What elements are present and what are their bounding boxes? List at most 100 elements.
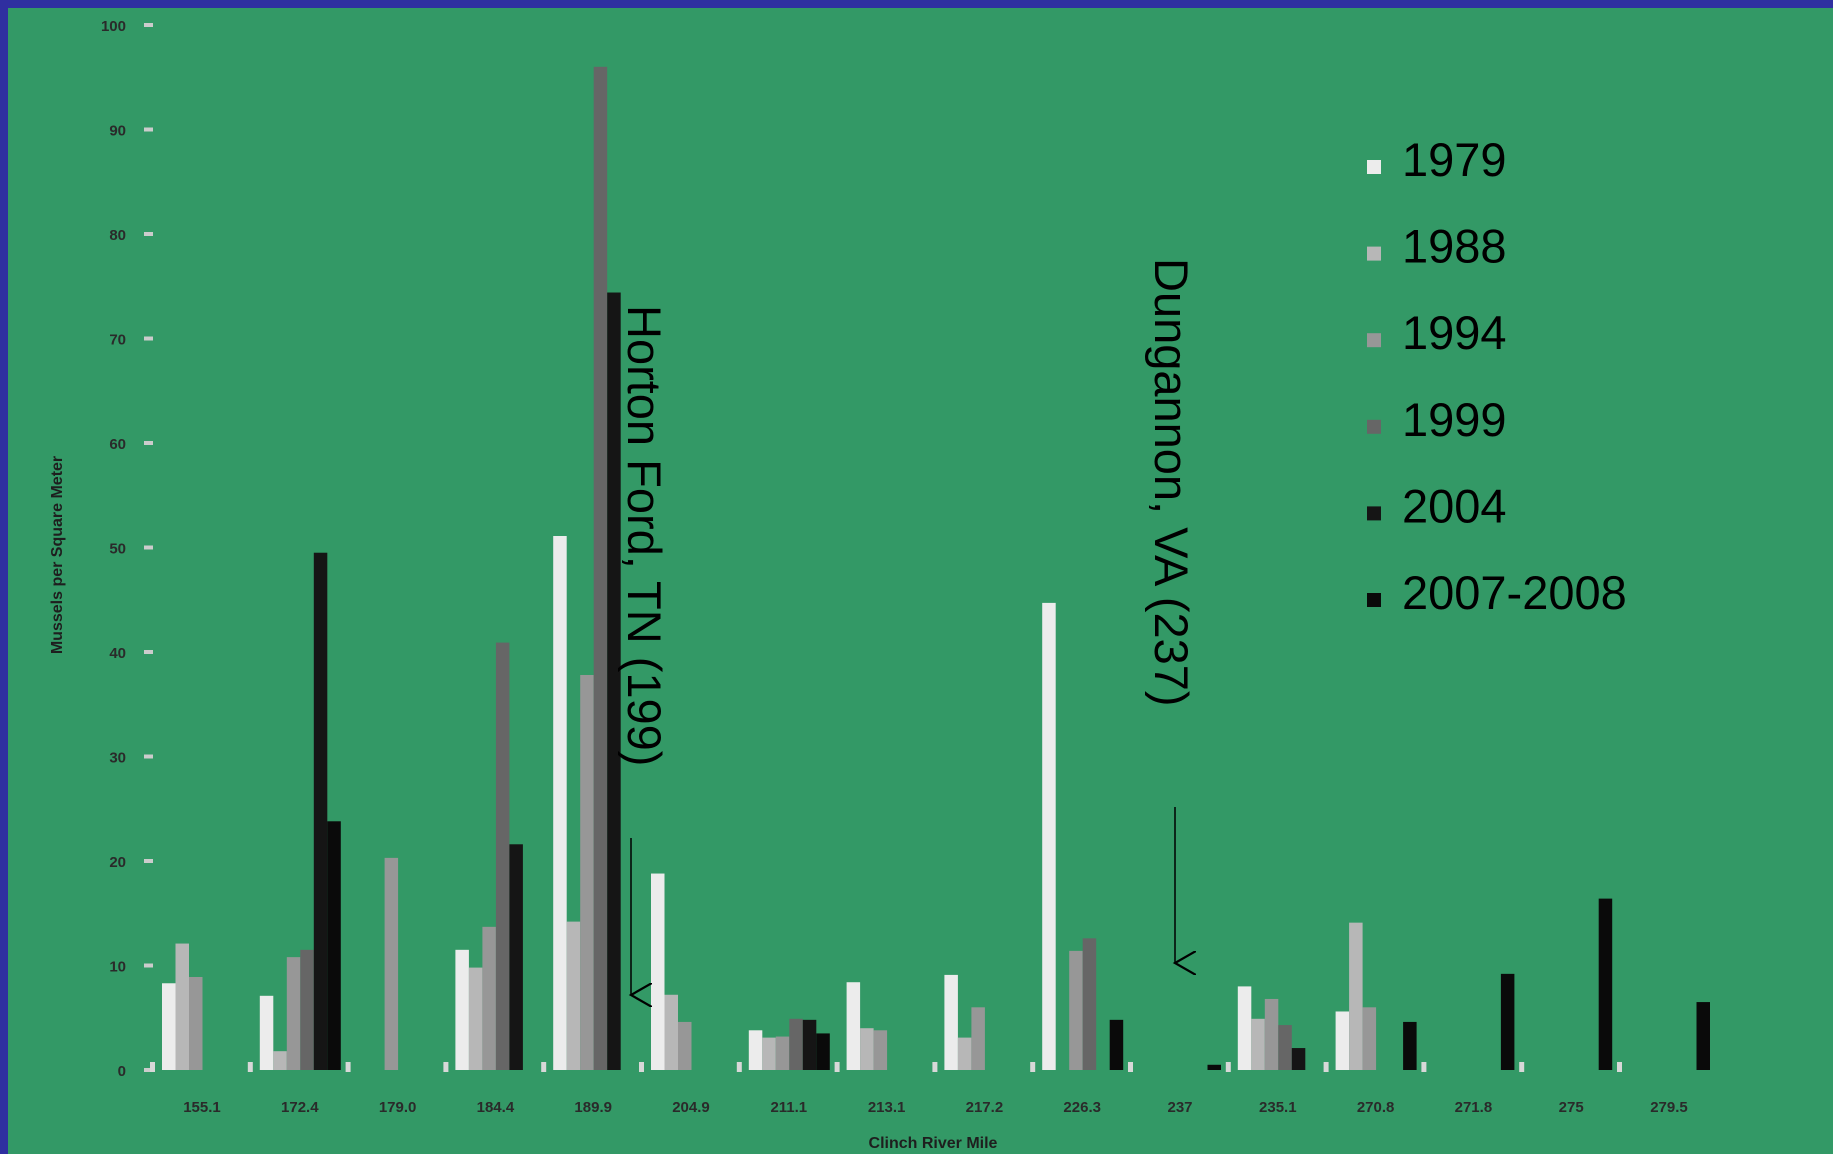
y-tick-mark [144,963,153,968]
bar-1979-235.1 [1237,986,1252,1070]
bar-1979-226.3 [1042,602,1056,1070]
group-baseline-marker [247,1062,253,1072]
bar-2004-235.1 [1291,1048,1306,1070]
x-tick-label: 226.3 [1063,1099,1101,1116]
group-baseline-marker [932,1062,938,1072]
x-tick-label: 271.8 [1455,1099,1493,1116]
bar-1979-213.1 [846,982,861,1070]
y-tick-mark [144,1068,153,1072]
bar-2004-211.1 [802,1019,817,1070]
bar-2007-2008-279.5 [1696,1002,1710,1070]
y-tick-mark [144,336,153,341]
x-tick-label: 275 [1559,1099,1584,1116]
bar-1999-184.4 [495,642,510,1070]
group-baseline-marker [443,1062,449,1072]
bar-1988-217.2 [957,1037,972,1070]
legend-label: 1979 [1402,133,1507,186]
legend-label: 2004 [1402,479,1507,532]
y-tick-label: 10 [109,959,126,976]
bar-1988-189.9 [566,921,581,1070]
bar-1979-217.2 [944,974,958,1070]
group-baseline-marker [736,1062,742,1072]
y-tick-label: 80 [109,227,126,244]
bar-1988-172.4 [273,1051,287,1070]
group-baseline-marker [1323,1062,1329,1072]
annotation-dungannon: Dungannon, VA (237) [1145,258,1198,707]
group-baseline-marker [541,1062,547,1072]
bar-1994-179.0 [384,857,399,1070]
bar-2004-172.4 [313,552,328,1070]
x-axis-title: Clinch River Mile [869,1135,998,1152]
y-tick-mark [144,232,153,236]
x-tick-label: 211.1 [770,1099,807,1116]
y-tick-label: 30 [109,750,126,767]
group-baseline-marker [1030,1062,1036,1072]
bar-1988-235.1 [1251,1018,1265,1070]
annotation-horton-ford: Horton Ford, TN (199) [618,305,671,766]
group-baseline-marker [345,1062,351,1072]
bar-1994-211.1 [775,1036,790,1070]
x-tick-label: 235.1 [1259,1099,1297,1116]
bar-1979-155.1 [162,983,176,1070]
bar-1979-270.8 [1335,1011,1350,1070]
bar-1999-211.1 [789,1018,803,1070]
bar-2007-2008-211.1 [816,1033,830,1070]
legend-label: 1999 [1402,393,1507,446]
x-tick-label: 155.1 [183,1099,221,1116]
x-tick-label: 184.4 [477,1099,515,1116]
y-tick-label: 90 [109,123,126,140]
bar-1999-172.4 [300,949,314,1070]
bar-2007-2008-271.8 [1500,973,1515,1070]
bar-2007-2008-275 [1598,898,1613,1070]
y-tick-label: 70 [109,332,126,349]
x-tick-label: 237 [1167,1099,1192,1116]
group-baseline-marker [1421,1062,1427,1072]
legend-swatch [1367,160,1381,174]
bar-1988-211.1 [762,1037,776,1070]
y-tick-mark [144,23,153,27]
x-tick-label: 204.9 [672,1099,710,1116]
y-tick-mark [144,859,153,863]
bar-1994-184.4 [482,926,496,1070]
bar-1994-189.9 [580,674,594,1070]
group-baseline-marker [150,1062,155,1072]
bar-1994-155.1 [189,976,203,1070]
bar-1994-213.1 [873,1030,888,1070]
legend-swatch [1367,506,1381,521]
bar-1988-204.9 [664,994,678,1070]
bar-1999-235.1 [1278,1025,1292,1070]
y-tick-mark [144,441,153,445]
y-tick-mark [144,754,153,759]
legend-swatch [1367,593,1381,607]
x-tick-label: 279.5 [1650,1099,1688,1116]
bar-1988-270.8 [1349,922,1363,1070]
legend-swatch [1367,419,1381,434]
x-tick-label: 270.8 [1357,1099,1395,1116]
legend-label: 1988 [1402,220,1507,273]
y-tick-label: 0 [118,1063,126,1080]
bar-1979-172.4 [259,995,274,1070]
y-tick-mark [144,545,153,550]
x-axis-ticks: 155.1 172.4 179.0 184.4 189.9 204.9 211.1 213.1… [183,1099,1688,1116]
group-baseline-marker [1617,1062,1622,1072]
y-tick-label: 40 [109,645,126,662]
y-tick-label: 20 [109,854,126,871]
legend-label: 2007-2008 [1402,566,1627,619]
bar-1979-211.1 [748,1030,763,1070]
x-tick-label: 189.9 [574,1099,612,1116]
legend-swatch [1367,246,1381,261]
x-tick-label: 213.1 [868,1099,906,1116]
legend-swatch [1367,333,1381,348]
y-tick-mark [144,650,153,654]
bars-group [150,66,1710,1072]
bar-1994-217.2 [971,1007,985,1070]
bar-1994-235.1 [1264,998,1279,1070]
bar-1988-155.1 [175,943,189,1070]
group-baseline-marker [834,1062,840,1072]
y-tick-label: 50 [109,541,126,558]
group-baseline-marker [639,1062,644,1072]
bar-1979-189.9 [553,536,567,1070]
bar-2007-2008-172.4 [327,821,341,1070]
group-baseline-marker [1225,1062,1231,1072]
